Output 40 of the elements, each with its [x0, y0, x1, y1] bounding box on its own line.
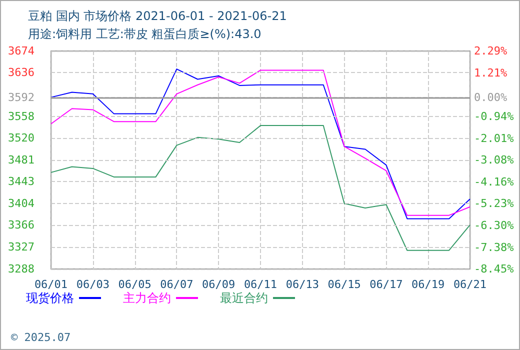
y2-tick-label: -2.01%: [474, 132, 514, 145]
y2-tick-label: 2.29%: [474, 44, 508, 58]
y2-tick-label: -6.30%: [474, 218, 514, 232]
line-series: [50, 125, 470, 251]
y-tick-label: 3481: [8, 154, 34, 166]
y-tick-label: 3327: [8, 240, 34, 254]
x-tick-label: 06/11: [244, 278, 278, 291]
x-tick-label: 06/05: [118, 278, 152, 291]
x-tick-label: 06/13: [286, 278, 319, 291]
y2-tick-label: 1.21%: [474, 66, 508, 80]
y-tick-label: 3558: [8, 110, 34, 124]
x-tick-label: 06/09: [202, 278, 236, 291]
y-tick-label: 3636: [8, 66, 34, 79]
x-tick-label: 06/01: [34, 278, 68, 291]
legend-label: 现货价格: [26, 291, 74, 305]
x-tick-label: 06/03: [76, 278, 110, 291]
y-tick-label: 3404: [8, 196, 35, 210]
legend-label: 主力合约: [123, 291, 171, 305]
x-tick-label: 06/19: [412, 278, 445, 291]
y2-tick-label: 0.00%: [474, 90, 508, 104]
x-tick-label: 06/21: [453, 278, 487, 291]
y-tick-label: 3443: [8, 174, 34, 188]
x-tick-label: 06/07: [160, 278, 194, 291]
y2-tick-label: -7.38%: [474, 240, 514, 254]
y-tick-label: 3288: [8, 262, 34, 276]
chart-title: 豆粕 国内 市场价格 2021-06-01 - 2021-06-21: [28, 9, 287, 23]
y2-tick-label: -4.16%: [474, 175, 514, 188]
y2-tick-label: -5.23%: [474, 197, 514, 210]
y2-tick-label: -8.45%: [474, 262, 514, 276]
chart-subtitle: 用途:饲料用 工艺:带皮 粗蛋白质≥(%):43.0: [28, 27, 262, 41]
y2-tick-label: -3.08%: [474, 154, 514, 166]
text: © 2025.07: [11, 331, 71, 344]
y-tick-label: 3520: [8, 131, 34, 144]
y-tick-label: 3674: [8, 44, 35, 58]
y2-tick-label: -0.94%: [474, 110, 514, 124]
legend-label: 最近合约: [220, 291, 268, 305]
x-tick-label: 06/15: [328, 278, 361, 291]
x-tick-label: 06/17: [370, 278, 403, 291]
y-tick-label: 3592: [8, 90, 34, 104]
y-tick-label: 3366: [8, 218, 34, 232]
